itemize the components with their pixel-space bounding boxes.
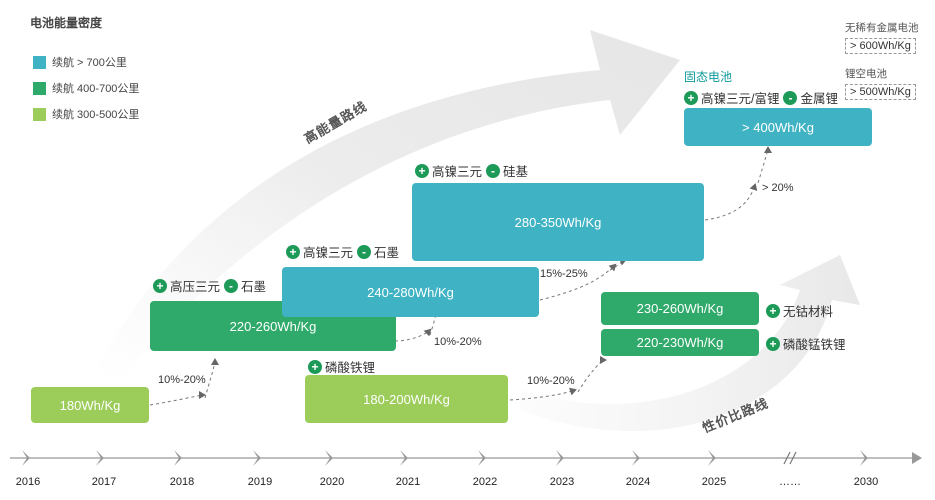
- future-anode-free-label: 无稀有金属电池: [845, 22, 919, 34]
- year-label: 2020: [319, 476, 345, 488]
- material-positive: 磷酸锰铁锂: [783, 338, 846, 352]
- minus-icon: -: [486, 163, 501, 178]
- future-li-air-label: 锂空电池: [845, 68, 887, 80]
- legend-label: 续航 400-700公里: [52, 83, 140, 95]
- density-box-2024-cobalt-free: 230-260Wh/Kg: [601, 292, 759, 325]
- legend-label: 续航 300-500公里: [52, 109, 140, 121]
- growth-percent: 10%-20%: [158, 374, 206, 386]
- year-label: 2030: [853, 476, 879, 488]
- year-label: 2018: [169, 476, 195, 488]
- legend-item-700: 续航 > 700公里: [33, 54, 127, 70]
- material-positive: 磷酸铁锂: [325, 361, 376, 375]
- density-box-2019: 240-280Wh/Kg: [282, 267, 539, 317]
- material-tag-2024-lmfp: + 磷酸锰铁锂: [766, 334, 846, 353]
- legend-swatch: [33, 55, 46, 69]
- material-tag-2020: + 磷酸铁锂: [308, 357, 375, 376]
- future-anode-free-value: > 600Wh/Kg: [845, 38, 916, 54]
- future-li-air-value: > 500Wh/Kg: [845, 84, 916, 100]
- growth-percent: > 20%: [762, 182, 794, 194]
- year-label: 2022: [472, 476, 498, 488]
- density-box-2016: 180Wh/Kg: [31, 387, 149, 423]
- plus-icon: +: [308, 359, 322, 374]
- minus-icon: -: [224, 278, 239, 293]
- growth-percent: 15%-25%: [540, 268, 588, 280]
- material-positive: 无钴材料: [783, 305, 834, 319]
- material-tag-2018: + 高压三元 - 石墨: [153, 276, 266, 295]
- material-negative: 硅基: [503, 165, 529, 179]
- material-tag-2024-cobalt-free: + 无钴材料: [766, 301, 833, 320]
- density-box-2025: > 400Wh/Kg: [684, 108, 872, 146]
- material-positive: 高镍三元/富锂: [701, 92, 780, 106]
- material-tag-2025: + 高镍三元/富锂 - 金属锂: [684, 88, 838, 107]
- year-label: 2021: [395, 476, 421, 488]
- material-tag-2019: + 高镍三元 - 石墨: [286, 242, 399, 261]
- solid-state-label: 固态电池: [684, 70, 733, 84]
- material-negative: 金属锂: [800, 92, 838, 106]
- chart-title: 电池能量密度: [30, 16, 103, 30]
- legend-label: 续航 > 700公里: [52, 57, 127, 69]
- growth-percent: 10%-20%: [434, 336, 482, 348]
- plus-icon: +: [766, 303, 780, 318]
- material-positive: 高镍三元: [432, 165, 483, 179]
- legend-item-300-500: 续航 300-500公里: [33, 106, 139, 122]
- year-label: ……: [779, 476, 801, 488]
- density-box-2024-lmfp: 220-230Wh/Kg: [601, 329, 759, 356]
- material-positive: 高镍三元: [303, 246, 354, 260]
- year-label: 2019: [247, 476, 273, 488]
- year-label: 2023: [549, 476, 575, 488]
- plus-icon: +: [684, 90, 698, 105]
- material-negative: 石墨: [374, 246, 400, 260]
- growth-percent: 10%-20%: [527, 375, 575, 387]
- minus-icon: -: [783, 90, 798, 105]
- legend-swatch: [33, 107, 46, 121]
- high-energy-arrow: [95, 30, 680, 380]
- plus-icon: +: [415, 163, 429, 178]
- material-negative: 石墨: [241, 280, 267, 294]
- material-tag-2021: + 高镍三元 - 硅基: [415, 161, 528, 180]
- plus-icon: +: [766, 336, 780, 351]
- material-positive: 高压三元: [170, 280, 221, 294]
- density-box-2021: 280-350Wh/Kg: [412, 183, 704, 261]
- plus-icon: +: [153, 278, 167, 293]
- plus-icon: +: [286, 244, 300, 259]
- year-label: 2025: [701, 476, 727, 488]
- year-label: 2016: [15, 476, 41, 488]
- density-box-2020: 180-200Wh/Kg: [305, 375, 508, 423]
- year-label: 2017: [91, 476, 117, 488]
- legend-item-400-700: 续航 400-700公里: [33, 80, 139, 96]
- minus-icon: -: [357, 244, 372, 259]
- legend-swatch: [33, 81, 46, 95]
- year-label: 2024: [625, 476, 651, 488]
- cost-performance-arrow: [520, 255, 860, 432]
